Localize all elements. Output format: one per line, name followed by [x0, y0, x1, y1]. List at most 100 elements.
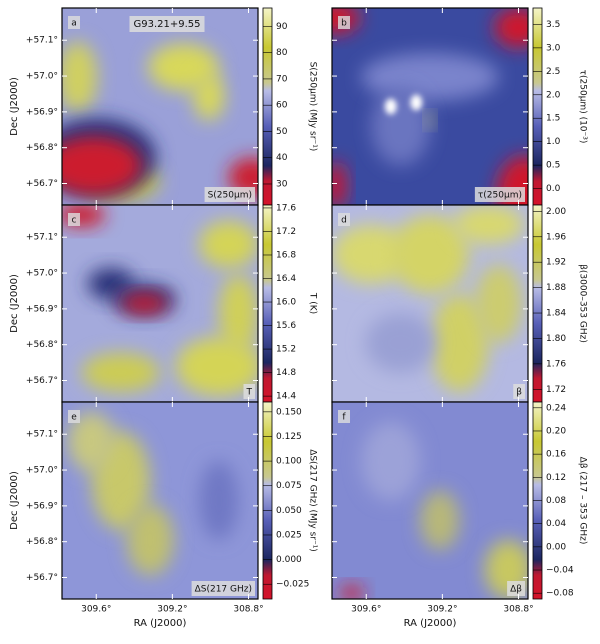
map-feature [420, 490, 460, 550]
dec-tick-label: +57.1° [26, 233, 58, 243]
colorbar-tick-label: 0.150 [276, 407, 302, 417]
colorbar-tick-label: 0.00 [546, 542, 566, 552]
colorbar-label: β(3000–353 GHz) [578, 264, 588, 343]
map-feature [199, 220, 258, 269]
colorbar-tick-label: 1.96 [546, 232, 566, 242]
dec-tick-label: +56.8° [26, 537, 58, 547]
ra-tick-label: 309.2° [427, 605, 457, 615]
dec-axis-label: Dec (J2000) [9, 274, 20, 333]
dec-tick-label: +56.9° [26, 107, 58, 117]
dec-tick-label: +56.8° [26, 340, 58, 350]
colorbar-tick-label: 14.4 [276, 392, 296, 402]
colorbar-tick-label: 0.125 [276, 432, 302, 442]
panel-tag: ΔS(217 GHz) [195, 585, 252, 595]
panel-tag: S(250μm) [208, 191, 252, 201]
colorbar-tick-label: 0.075 [276, 481, 302, 491]
colorbar-tick-label: 17.2 [276, 227, 296, 237]
colorbar-tick-label: 0.12 [546, 473, 566, 483]
ra-tick-label: 309.6° [81, 605, 111, 615]
ra-tick-label: 309.6° [351, 605, 381, 615]
panel-letter: e [71, 413, 77, 423]
colorbar-tick-label: 15.2 [276, 345, 296, 355]
colorbar-label: S(250μm) (MJy sr⁻¹) [308, 62, 318, 152]
colorbar-tick-label: −0.025 [276, 580, 309, 590]
map-feature [426, 114, 434, 127]
dec-tick-label: +57.0° [26, 72, 58, 82]
colorbar-tick-label: 50 [276, 127, 288, 137]
colorbar-tick-label: 1.80 [546, 334, 566, 344]
colorbar-tick-label: 16.0 [276, 298, 296, 308]
colorbar-tick-label: 17.6 [276, 203, 296, 213]
colorbar-tick-label: 0.025 [276, 530, 302, 540]
colorbar-tick-label: 2.0 [546, 90, 561, 100]
colorbar-tick-label: 90 [276, 22, 288, 32]
dec-tick-label: +57.1° [26, 36, 58, 46]
ra-axis-label: RA (J2000) [404, 618, 457, 629]
dec-tick-label: +57.1° [26, 430, 58, 440]
map-feature [120, 293, 168, 314]
panel-letter: b [341, 19, 347, 29]
map-image [332, 402, 528, 599]
tag-box [513, 384, 525, 399]
colorbar [262, 7, 273, 206]
map-feature [361, 421, 421, 501]
colorbar-tick-label: 1.5 [546, 114, 560, 124]
colorbar-tick-label: 14.8 [276, 368, 296, 378]
colorbar-tick-label: 0.0 [546, 184, 561, 194]
dec-tick-label: +57.0° [26, 466, 58, 476]
colorbar-tick-label: 0.100 [276, 457, 302, 467]
colorbar-tick-label: 0.16 [546, 450, 566, 460]
map-feature [218, 273, 258, 353]
panel-frame [331, 401, 529, 600]
panel-tag: β [516, 388, 522, 398]
colorbar-tick-label: 1.92 [546, 258, 566, 268]
map-feature [62, 41, 98, 113]
dec-tick-label: +57.0° [26, 269, 58, 279]
colorbar-label: T (K) [308, 292, 318, 314]
map-feature [126, 504, 174, 576]
map-feature [332, 224, 411, 284]
map-image [332, 205, 528, 402]
colorbar-tick-label: 0.20 [546, 426, 566, 436]
colorbar-tick-label: 1.84 [546, 309, 566, 319]
colorbar-tick-label: 2.00 [546, 207, 566, 217]
colorbar-tick-label: 3.5 [546, 20, 560, 30]
colorbar-tick-label: 40 [276, 153, 288, 163]
colorbar-tick-label: 3.0 [546, 43, 561, 53]
colorbar-label: ΔS(217 GHz) (MJy sr⁻¹) [308, 449, 318, 552]
map-base [332, 8, 528, 205]
panel-frame [61, 401, 259, 600]
colorbar [262, 401, 273, 600]
colorbar-tick-label: 0.04 [546, 519, 566, 529]
colorbar-tick-label: 16.8 [276, 250, 296, 260]
panel-tag: Δβ [510, 585, 522, 595]
ra-axis-label: RA (J2000) [134, 618, 187, 629]
tag-box [204, 187, 255, 202]
map-feature [365, 313, 436, 373]
map-feature [475, 264, 523, 343]
map-feature [361, 53, 499, 101]
colorbar-tick-label: −0.04 [546, 566, 574, 576]
letter-box [68, 213, 80, 226]
map-feature [494, 8, 528, 48]
colorbar-tick-label: 30 [276, 179, 288, 189]
map-feature [67, 411, 115, 471]
panel-tag: T [246, 388, 253, 398]
map-feature [62, 205, 106, 227]
colorbar-tick-label: −0.08 [546, 589, 574, 599]
map-feature [390, 214, 470, 294]
colorbar-tick-label: 0.050 [276, 506, 302, 516]
colorbar [532, 7, 543, 206]
panel-letter: f [342, 413, 346, 423]
dec-axis-label: Dec (J2000) [9, 471, 20, 530]
letter-box [68, 16, 80, 29]
colorbar-tick-label: 16.4 [276, 274, 296, 284]
dec-tick-label: +56.7° [26, 179, 58, 189]
tag-box [243, 384, 255, 399]
colorbar-tick-label: 0.000 [276, 555, 302, 565]
dec-tick-label: +56.7° [26, 573, 58, 583]
colorbar-label: τ(250μm) (10⁻³) [578, 70, 588, 144]
colorbar-tick-label: 1.76 [546, 359, 566, 369]
colorbar-tick-label: 1.72 [546, 385, 566, 395]
